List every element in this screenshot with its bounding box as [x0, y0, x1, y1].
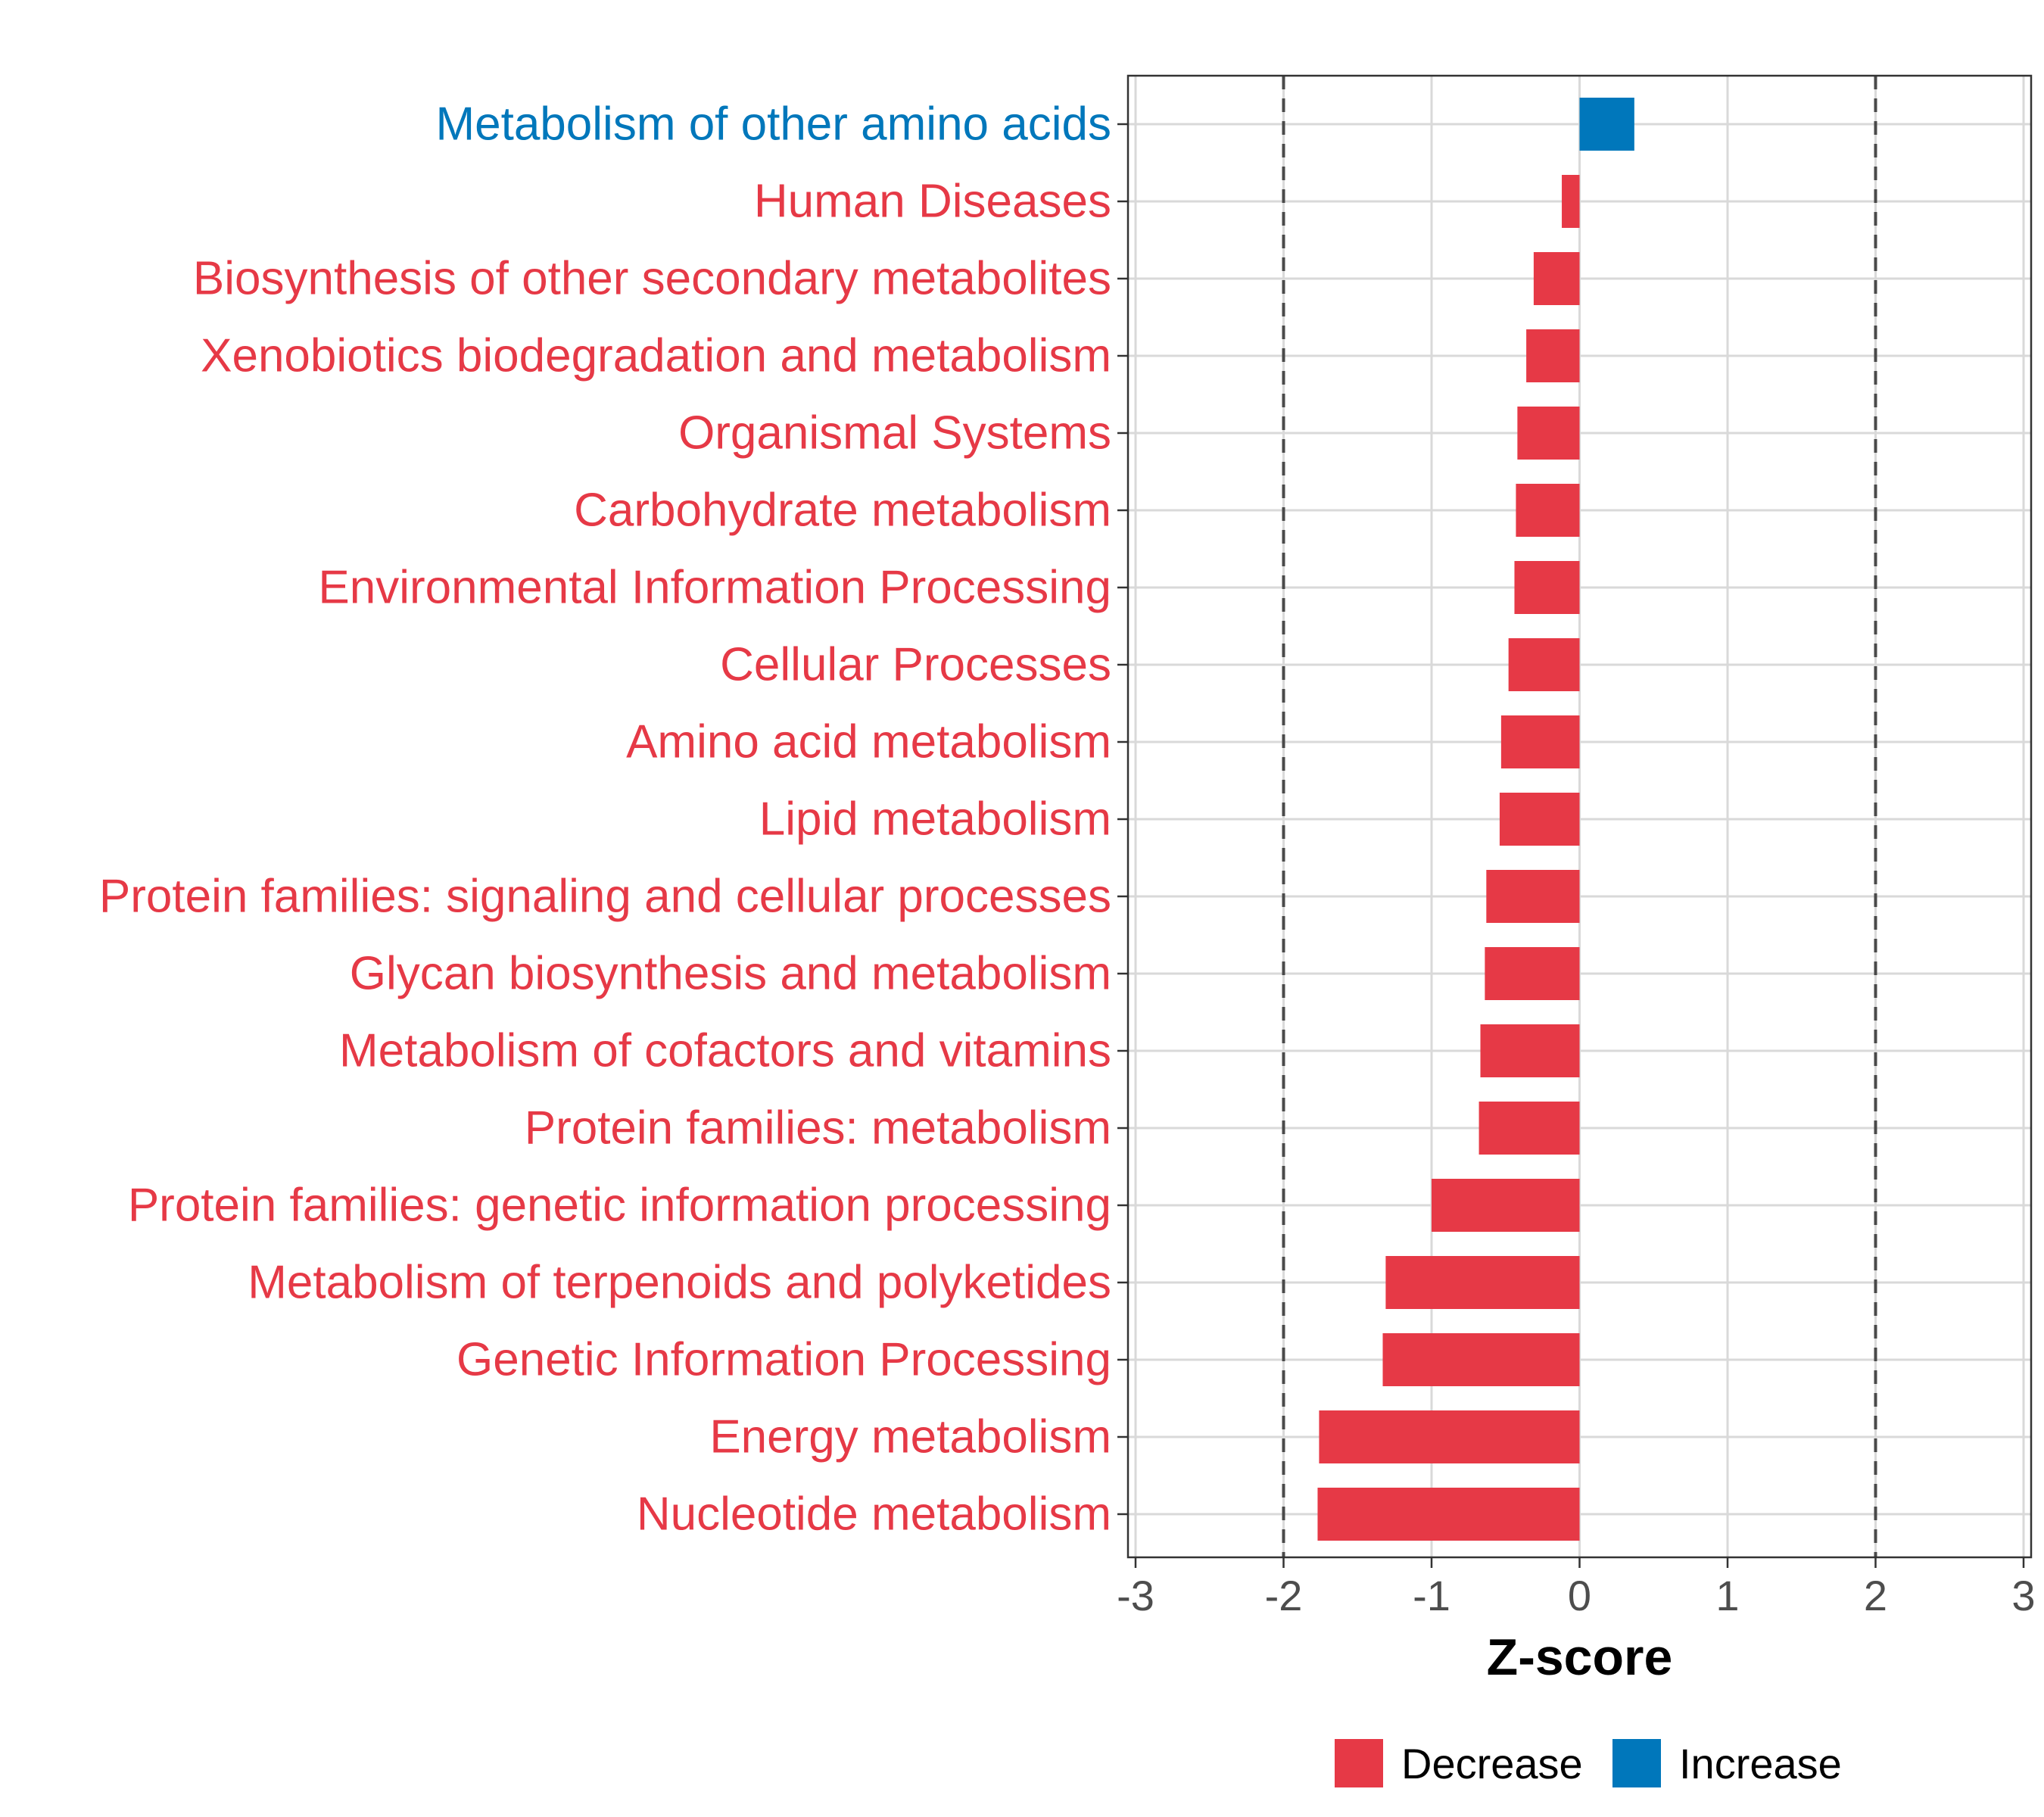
reference-lines [1282, 76, 1877, 1557]
bar [1485, 947, 1580, 1000]
x-tick-label: 3 [2011, 1572, 2035, 1619]
bar [1480, 1024, 1580, 1077]
x-tick-label: -3 [1117, 1572, 1154, 1619]
bar [1517, 407, 1580, 460]
category-labels: Metabolism of other amino acids Human Dis… [99, 98, 1111, 1541]
category-label: Nucleotide metabolism [637, 1488, 1111, 1541]
category-label: Metabolism of terpenoids and polyketides [248, 1257, 1111, 1309]
category-label: Glycan biosynthesis and metabolism [350, 948, 1111, 1000]
bar [1382, 1333, 1580, 1386]
category-label: Human Diseases [754, 176, 1111, 228]
bar [1385, 1256, 1580, 1309]
bar [1478, 1102, 1580, 1155]
bar [1500, 715, 1580, 768]
category-label: Biosynthesis of other secondary metaboli… [193, 253, 1111, 305]
x-axis-title: Z-score [1487, 1628, 1673, 1686]
bars [1317, 98, 1634, 1541]
category-label: Organismal Systems [678, 407, 1111, 460]
bar [1562, 175, 1580, 228]
bar [1533, 252, 1580, 305]
category-label: Lipid metabolism [759, 793, 1111, 846]
category-label: Energy metabolism [709, 1411, 1111, 1463]
category-label: Protein families: signaling and cellular… [99, 871, 1111, 923]
legend-decrease-key [1335, 1739, 1383, 1787]
bar [1526, 329, 1580, 382]
category-label: Environmental Information Processing [318, 562, 1111, 614]
category-label: Cellular Processes [720, 639, 1111, 691]
bar [1508, 638, 1580, 691]
bar [1499, 793, 1580, 846]
bar [1514, 561, 1580, 614]
x-tick-label: -2 [1265, 1572, 1303, 1619]
legend: Decrease Increase [1335, 1739, 1842, 1787]
category-label: Xenobiotics biodegradation and metabolis… [201, 330, 1111, 382]
category-label: Genetic Information Processing [456, 1334, 1111, 1386]
x-tick-label: 2 [1864, 1572, 1887, 1619]
bar [1319, 1410, 1580, 1463]
bar [1486, 870, 1580, 923]
bar [1317, 1488, 1580, 1541]
category-label: Metabolism of other amino acids [435, 98, 1111, 151]
bar [1432, 1179, 1580, 1232]
category-label: Metabolism of cofactors and vitamins [339, 1025, 1111, 1077]
bar [1579, 98, 1634, 151]
category-label: Carbohydrate metabolism [574, 485, 1111, 537]
bar [1516, 484, 1580, 537]
category-label: Protein families: metabolism [525, 1102, 1111, 1155]
x-axis: -3 -2 -1 0 1 2 3 [1117, 123, 2036, 1619]
legend-increase-key [1612, 1739, 1661, 1787]
x-tick-label: 0 [1568, 1572, 1591, 1619]
category-label: Protein families: genetic information pr… [128, 1180, 1111, 1232]
x-tick-label: 1 [1715, 1572, 1739, 1619]
legend-increase-label: Increase [1679, 1740, 1842, 1787]
category-label: Amino acid metabolism [626, 716, 1111, 768]
legend-decrease-label: Decrease [1401, 1740, 1583, 1787]
x-tick-label: -1 [1413, 1572, 1450, 1619]
